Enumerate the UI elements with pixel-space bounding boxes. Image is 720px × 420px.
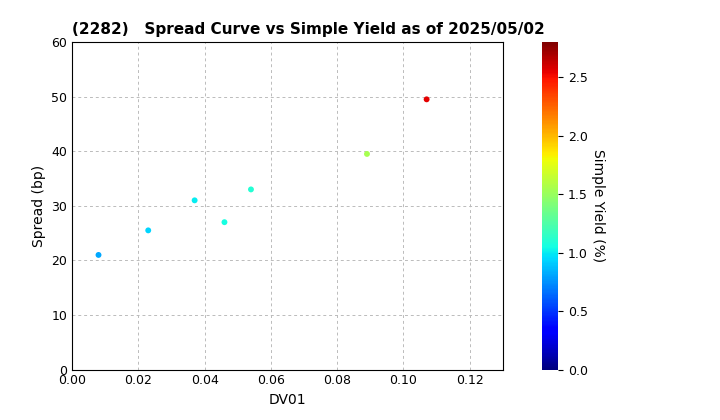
Y-axis label: Spread (bp): Spread (bp)	[32, 165, 45, 247]
Point	[361, 150, 373, 157]
Point	[189, 197, 200, 204]
X-axis label: DV01: DV01	[269, 393, 306, 407]
Point	[421, 96, 433, 103]
Text: (2282)   Spread Curve vs Simple Yield as of 2025/05/02: (2282) Spread Curve vs Simple Yield as o…	[72, 22, 545, 37]
Point	[143, 227, 154, 234]
Point	[219, 219, 230, 226]
Y-axis label: Simple Yield (%): Simple Yield (%)	[591, 149, 605, 262]
Point	[246, 186, 257, 193]
Point	[93, 252, 104, 258]
